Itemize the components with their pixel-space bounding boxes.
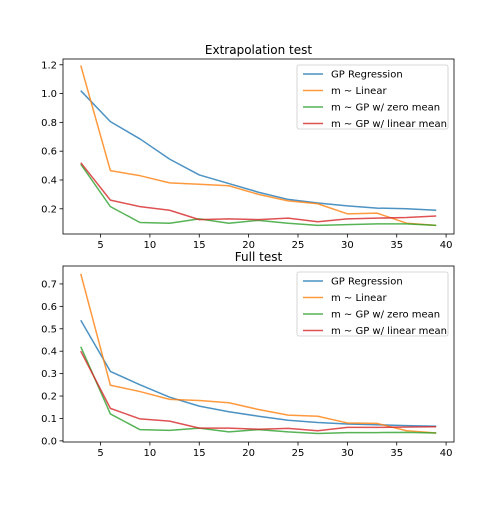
panel-2-x-tick-label: 40 [440,448,453,459]
panel-2-series-line-4 [80,350,437,432]
panel-2-y-tick-label: 0.0 [41,436,57,447]
panel-2-legend-label-3: m ~ GP w/ zero mean [331,310,440,321]
panel-1-x-tick-label: 15 [193,240,206,251]
panel-2-x-tick-label: 35 [390,448,403,459]
panel-1-x-tick-label: 30 [341,240,354,251]
panel-2-y-tick-label: 0.6 [41,302,57,313]
panel-2-y-tick-label: 0.4 [41,347,57,358]
panel-1-y-tick-label: 0.8 [41,118,57,129]
panel-1-series-line-4 [80,162,437,223]
panel-1-title: Extrapolation test [205,43,312,57]
panel-1-x-tick-label: 35 [390,240,403,251]
panel-2-axes-frame [62,265,455,443]
panel-1-axes-frame [62,58,455,235]
panel-1-legend-label-4: m ~ GP w/ linear mean [331,119,447,130]
panel-1-x-tick-label: 40 [440,240,453,251]
panel-1-y-tick-label: 0.6 [41,147,57,158]
panel-2-y-tick-label: 0.1 [41,414,57,425]
panel-1-y-tick-label: 0.2 [41,204,57,215]
panel-2-legend-box [296,271,449,337]
panel-2-y-tick-label: 0.2 [41,392,57,403]
panel-2-x-tick-label: 20 [242,448,255,459]
panel-2-y-tick-label: 0.3 [41,369,57,380]
panel-1-series-line-1 [80,90,437,211]
panel-1-y-tick-label: 1.0 [41,89,57,100]
panel-1-x-tick-label: 10 [144,240,157,251]
panel-2-y-tick-label: 0.5 [41,324,57,335]
panel-2-legend-label-1: GP Regression [331,277,403,288]
panel-1-legend-label-3: m ~ GP w/ zero mean [331,103,440,114]
panel-2-x-tick-label: 25 [292,448,305,459]
panel-2-y-tick-label: 0.7 [41,279,57,290]
panel-1-x-tick-label: 5 [97,240,103,251]
panel-2-legend-label-2: m ~ Linear [331,293,387,304]
panel-1-y-tick-label: 0.4 [41,175,57,186]
panel-2-x-tick-label: 5 [97,448,103,459]
panel-2-series-line-1 [80,319,437,428]
panel-2-x-tick-label: 15 [193,448,206,459]
panel-2-x-tick-label: 30 [341,448,354,459]
panel-2-series-line-2 [80,273,437,434]
panel-1-legend-label-1: GP Regression [331,70,403,81]
panel-1-series-line-2 [80,65,437,227]
panel-1-legend-box [296,64,449,130]
panel-1-legend-label-2: m ~ Linear [331,86,387,97]
panel-2-title: Full test [235,250,283,264]
panel-1-y-tick-label: 1.2 [41,60,57,71]
panel-1-x-tick-label: 20 [242,240,255,251]
panel-2-legend-label-4: m ~ GP w/ linear mean [331,326,447,337]
panel-1-x-tick-label: 25 [292,240,305,251]
panel-2-x-tick-label: 10 [144,448,157,459]
